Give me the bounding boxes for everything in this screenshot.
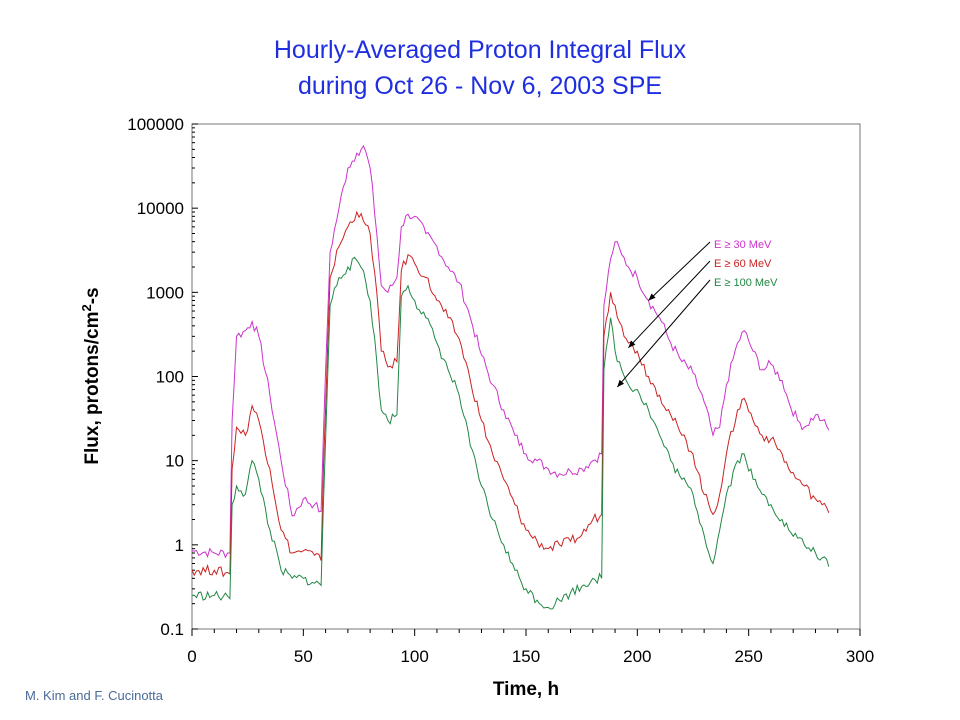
legend-arrowhead-e30 — [648, 293, 656, 301]
x-axis-label: Time, h — [493, 679, 559, 700]
y-tick-label: 0.1 — [160, 620, 184, 639]
series-line-e30 — [191, 144, 830, 559]
legend-arrow-e100 — [616, 279, 711, 388]
y-tick-label: 1 — [175, 536, 184, 555]
x-axis: 0 50 100 150 200 250 300 — [187, 629, 874, 666]
series-line-e100 — [191, 256, 830, 610]
legend-label-e100: E ≥ 100 MeV — [714, 277, 778, 289]
x-tick-label: 250 — [734, 647, 762, 666]
x-tick-label: 50 — [294, 647, 313, 666]
y-tick-label: 10 — [165, 452, 184, 471]
x-tick-label: 0 — [187, 647, 196, 666]
chart-title-line-1: Hourly-Averaged Proton Integral Flux — [273, 36, 687, 64]
x-tick-label: 200 — [623, 647, 651, 666]
legend-arrowhead-e100 — [617, 379, 625, 387]
legend: E ≥ 30 MeV E ≥ 60 MeV E ≥ 100 MeV — [616, 239, 778, 388]
credit-text: M. Kim and F. Cucinotta — [25, 688, 163, 703]
legend-label-e60: E ≥ 60 MeV — [714, 258, 772, 270]
legend-label-e30: E ≥ 30 MeV — [714, 239, 772, 251]
y-tick-label: 100000 — [127, 115, 184, 134]
legend-arrowhead-e60 — [628, 340, 636, 348]
y-tick-label: 100 — [156, 368, 184, 387]
series-layer — [191, 144, 830, 610]
y-tick-label: 10000 — [137, 199, 184, 218]
chart-title-line-2: during Oct 26 - Nov 6, 2003 SPE — [297, 72, 663, 100]
series-line-e60 — [191, 210, 830, 578]
y-axis-label: Flux, protons/cm2-s — [79, 287, 103, 464]
x-tick-label: 150 — [512, 647, 540, 666]
y-tick-label: 1000 — [146, 283, 184, 302]
x-tick-label: 100 — [400, 647, 428, 666]
y-axis: 0.1 1 10 100 1000 10000 100000 — [127, 115, 198, 639]
legend-arrow-e30 — [648, 241, 711, 301]
legend-arrow-e60 — [628, 260, 711, 349]
x-tick-label: 300 — [846, 647, 874, 666]
